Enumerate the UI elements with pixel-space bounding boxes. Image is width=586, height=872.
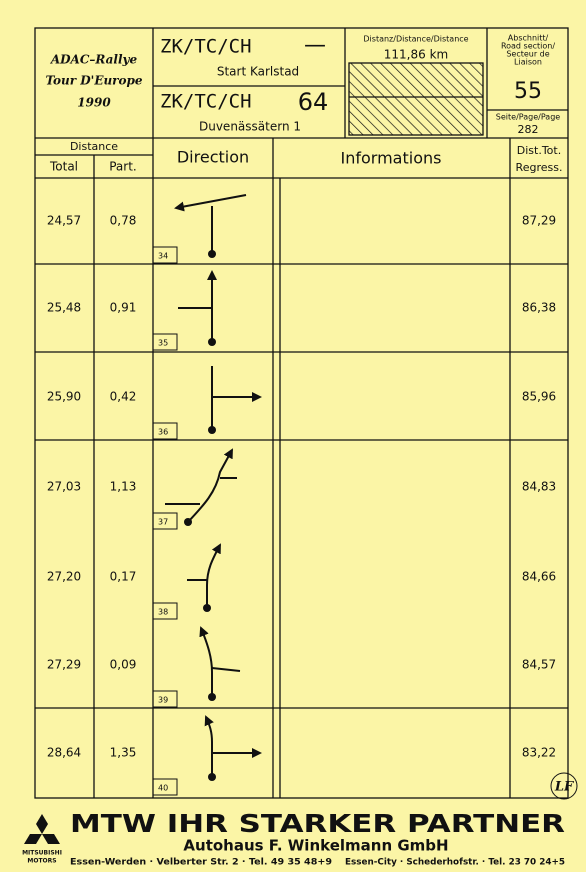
brand: MITSUBISHI <box>22 850 62 857</box>
total-distance: 27,20 <box>47 570 81 584</box>
total-distance: 27,29 <box>47 658 81 672</box>
column-header: Distance <box>70 140 118 153</box>
end-number: 64 <box>298 88 329 116</box>
total-distance: 24,57 <box>47 214 81 228</box>
direction-diagrams <box>165 194 262 781</box>
box-number: 39 <box>158 696 168 705</box>
partial-distance: 1,13 <box>110 480 137 494</box>
partial-distance: 0,42 <box>110 390 137 404</box>
box-number: 38 <box>158 608 168 617</box>
slogan: MTW IHR STARKER PARTNER <box>70 809 565 838</box>
end-name: Duvenässätern 1 <box>199 120 301 134</box>
brand: MOTORS <box>27 858 56 865</box>
section-label: Secteur de <box>506 50 549 59</box>
partial-distance: 0,09 <box>110 658 137 672</box>
regress-distance: 84,83 <box>522 480 556 494</box>
event-name: ADAC–Rallye <box>50 53 138 67</box>
total-distance: 25,90 <box>47 390 81 404</box>
number-box <box>152 333 178 351</box>
column-header: Dist.Tot. <box>517 144 561 157</box>
start-number: — <box>304 33 326 58</box>
number-box <box>152 778 178 796</box>
regress-distance: 84,57 <box>522 658 556 672</box>
number-box <box>152 690 178 708</box>
end-code: ZK/TC/CH <box>160 91 252 113</box>
column-header: Part. <box>109 160 137 174</box>
column-header: Informations <box>341 149 442 168</box>
regress-distance: 83,22 <box>522 746 556 760</box>
number-box <box>152 246 178 264</box>
total-distance: 25,48 <box>47 301 81 315</box>
box-number: 36 <box>158 428 168 437</box>
regress-distance: 84,66 <box>522 570 556 584</box>
rows: 24,57 0,78 87,29 34 25,48 0,91 86,38 35 25,90 0,4… <box>47 214 556 796</box>
regress-distance: 86,38 <box>522 301 556 315</box>
address: Essen-Werden · Velberter Str. 2 · Tel. 4… <box>70 858 332 868</box>
stamp <box>550 772 578 800</box>
start-code: ZK/TC/CH <box>160 36 252 58</box>
box-number: 35 <box>158 339 168 348</box>
regress-distance: 85,96 <box>522 390 556 404</box>
column-header: Total <box>49 160 78 174</box>
event-year: 1990 <box>77 96 111 110</box>
address: Essen-City · Schederhofstr. · Tel. 23 70… <box>345 858 565 868</box>
table-lines <box>34 27 569 799</box>
partial-distance: 0,91 <box>110 301 137 315</box>
section-label: Road section/ <box>501 42 555 51</box>
stamp-text: LF <box>554 780 574 795</box>
partial-distance: 1,35 <box>110 746 137 760</box>
column-header: Direction <box>177 148 249 167</box>
number-box <box>152 512 178 530</box>
total-distance: 28,64 <box>47 746 81 760</box>
section-value: 55 <box>514 79 542 104</box>
start-name: Start Karlstad <box>217 65 299 79</box>
total-distance: 27,03 <box>47 480 81 494</box>
number-box <box>152 422 178 440</box>
box-number: 34 <box>158 252 168 261</box>
event-name: Tour D'Europe <box>45 74 142 88</box>
partial-distance: 0,78 <box>110 214 137 228</box>
mitsubishi-logo <box>24 814 60 844</box>
distance-label: Distanz/Distance/Distance <box>363 35 468 44</box>
section-label: Liaison <box>514 58 542 67</box>
company: Autohaus F. Winkelmann GmbH <box>183 837 448 855</box>
distance-value: 111,86 km <box>384 48 448 62</box>
number-box <box>152 602 178 620</box>
box-number: 40 <box>158 784 168 793</box>
partial-distance: 0,17 <box>110 570 137 584</box>
regress-distance: 87,29 <box>522 214 556 228</box>
section-label: Abschnitt/ <box>508 34 549 43</box>
box-number: 37 <box>158 518 168 527</box>
page-value: 282 <box>518 123 539 136</box>
column-header: Regress. <box>516 161 563 174</box>
page-label: Seite/Page/Page <box>496 113 560 122</box>
